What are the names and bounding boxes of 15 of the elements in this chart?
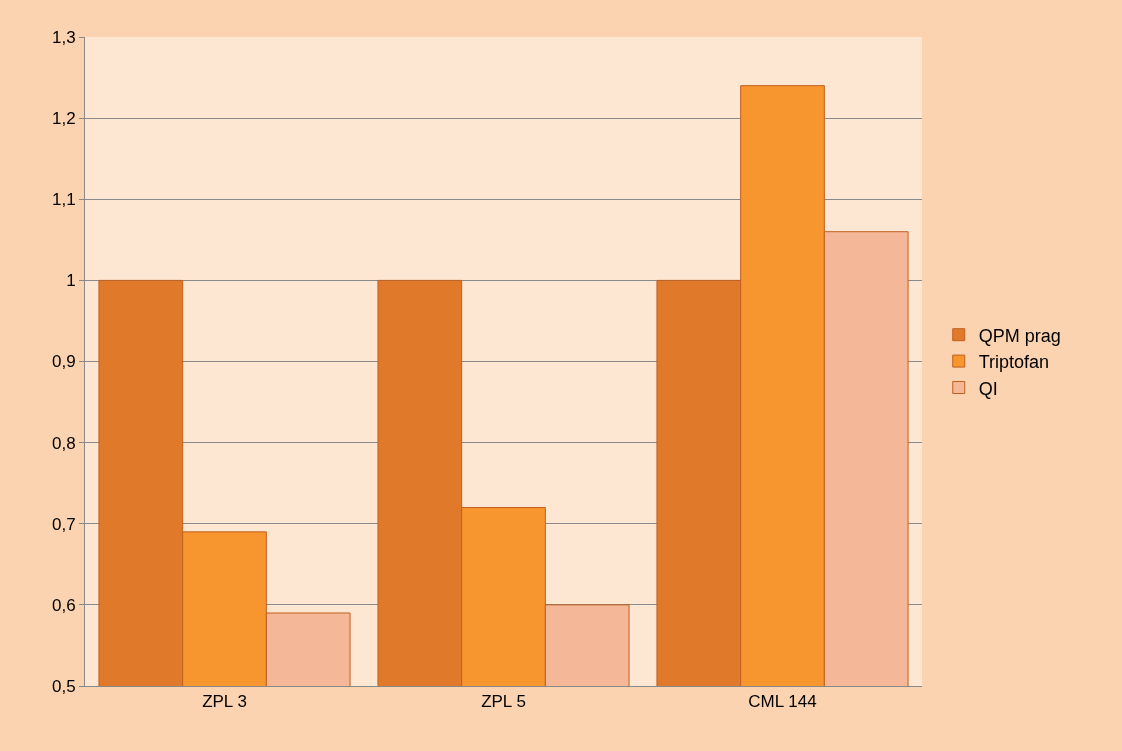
legend-label: QI [978,378,998,399]
legend-label: QPM prag [978,325,1061,346]
legend-label: Triptofan [978,352,1050,373]
y-tick-label: 0,9 [51,352,76,372]
y-tick-label: 1,1 [51,190,76,210]
y-tick-label: 1 [66,271,76,291]
x-tick-label: ZPL 5 [481,692,526,712]
y-tick-label: 0,8 [51,433,76,453]
y-tick-label: 1,3 [51,27,76,47]
y-tick-label: 1,2 [51,109,76,129]
x-tick-label: CML 144 [748,692,817,712]
y-tick-label: 0,6 [51,595,76,615]
y-tick-label: 0,5 [51,676,76,696]
x-tick-label: ZPL 3 [202,692,247,712]
y-tick-label: 0,7 [51,514,76,534]
